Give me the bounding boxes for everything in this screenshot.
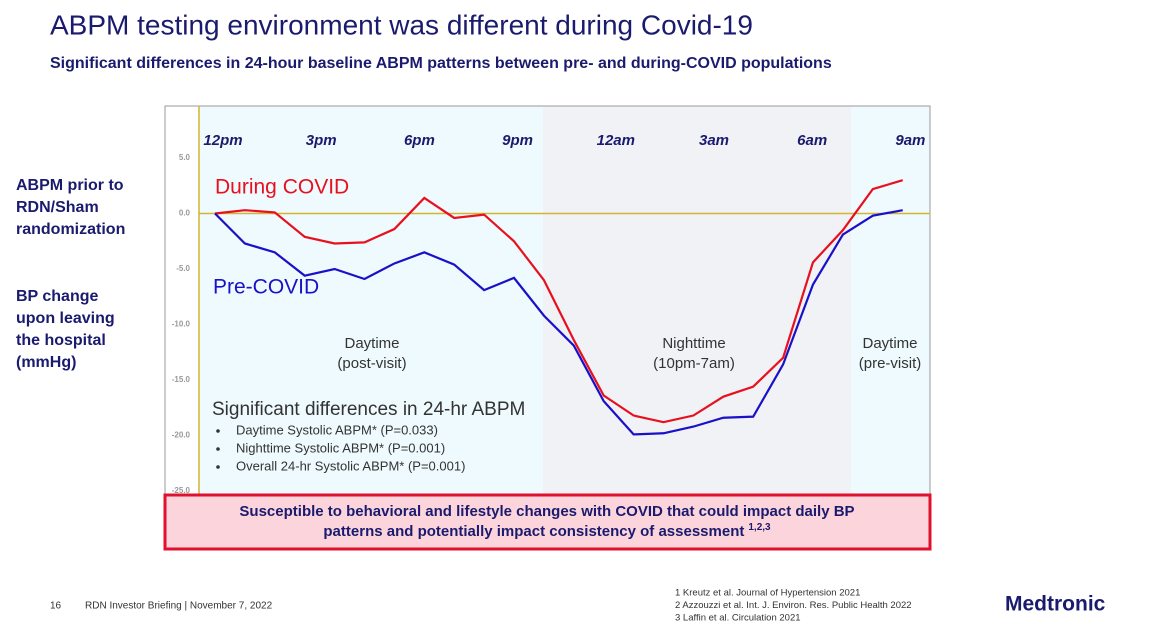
legend-label: During COVID <box>215 176 349 199</box>
stat-item: Overall 24-hr Systolic ABPM* (P=0.001) <box>236 458 465 473</box>
side-label: BP change <box>16 288 99 305</box>
time-label: 6pm <box>404 132 435 149</box>
subtitle: Significant differences in 24-hour basel… <box>50 55 832 72</box>
y-tick-label: 5.0 <box>179 153 191 162</box>
stats-title: Significant differences in 24-hr ABPM <box>212 399 525 420</box>
region-label: Daytime <box>344 335 399 352</box>
series-line <box>214 179 904 424</box>
side-label: ABPM prior to <box>16 177 124 194</box>
series-line <box>214 209 903 436</box>
y-tick-label: -5.0 <box>176 264 190 273</box>
title: ABPM testing environment was different d… <box>50 9 753 40</box>
y-tick-label: 0.0 <box>179 209 191 218</box>
region-label: Daytime <box>862 335 917 352</box>
reference: 1 Kreutz et al. Journal of Hypertension … <box>675 588 860 599</box>
callout-box <box>163 493 932 551</box>
callout-line: Susceptible to behavioral and lifestyle … <box>239 503 854 520</box>
stat-item: Daytime Systolic ABPM* (P=0.033) <box>236 422 438 437</box>
side-label: randomization <box>16 221 125 238</box>
side-label: upon leaving <box>16 310 115 327</box>
time-label: 3pm <box>306 132 337 149</box>
y-tick-label: -15.0 <box>172 375 191 384</box>
side-label: (mmHg) <box>16 354 76 371</box>
y-tick-label: -10.0 <box>172 320 191 329</box>
time-label: 6am <box>797 132 827 149</box>
reference: 3 Laffin et al. Circulation 2021 <box>675 613 801 624</box>
page-number: 16 <box>50 601 62 612</box>
side-label: RDN/Sham <box>16 199 99 216</box>
region-label: (10pm-7am) <box>653 355 735 372</box>
daytime-band <box>851 106 930 495</box>
event: RDN Investor Briefing | November 7, 2022 <box>85 601 273 612</box>
legend-label: Pre-COVID <box>213 276 319 299</box>
time-label: 9pm <box>502 132 533 149</box>
side-label: the hospital <box>16 332 106 349</box>
callout-text: patterns and potentially impact consiste… <box>323 523 744 540</box>
y-tick-label: -20.0 <box>172 431 191 440</box>
logo: Medtronic <box>1005 593 1106 616</box>
stat-item: Nighttime Systolic ABPM* (P=0.001) <box>236 440 445 455</box>
bullet <box>216 429 220 433</box>
nighttime-band <box>543 106 851 495</box>
reference: 2 Azzouzzi et al. Int. J. Environ. Res. … <box>675 600 912 611</box>
daytime-band <box>199 106 543 495</box>
time-label: 3am <box>699 132 729 149</box>
bullet <box>216 465 220 469</box>
time-label: 9am <box>895 132 925 149</box>
callout-line: patterns and potentially impact consiste… <box>323 522 771 540</box>
y-tick-label: -25.0 <box>172 486 191 495</box>
time-label: 12am <box>597 132 635 149</box>
region-label: (post-visit) <box>337 355 406 372</box>
region-label: Nighttime <box>662 335 725 352</box>
time-label: 12pm <box>203 132 242 149</box>
region-label: (pre-visit) <box>859 355 922 372</box>
superscript: 1,2,3 <box>748 522 771 533</box>
bullet <box>216 447 220 451</box>
